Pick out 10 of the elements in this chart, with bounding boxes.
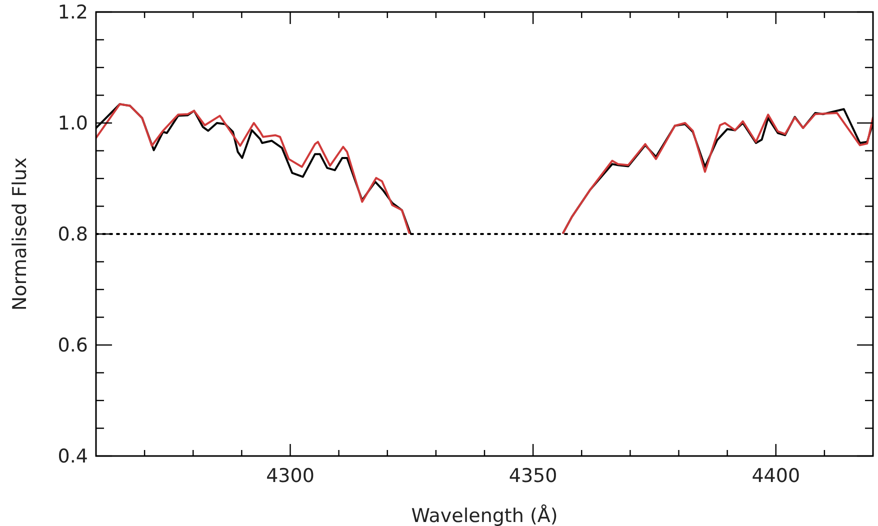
- y-tick-label: 1.0: [58, 112, 88, 135]
- x-tick-label: 4300: [266, 465, 314, 487]
- y-tick-label: 1.2: [58, 2, 88, 24]
- y-axis-title: Normalised Flux: [9, 157, 31, 311]
- x-tick-label: 4400: [752, 465, 800, 487]
- y-tick-label: 0.6: [58, 334, 88, 357]
- y-tick-label: 0.4: [58, 446, 88, 468]
- x-axis-title: Wavelength (Å): [411, 504, 558, 526]
- y-tick-label: 0.8: [58, 224, 88, 246]
- x-tick-label: 4350: [508, 465, 558, 487]
